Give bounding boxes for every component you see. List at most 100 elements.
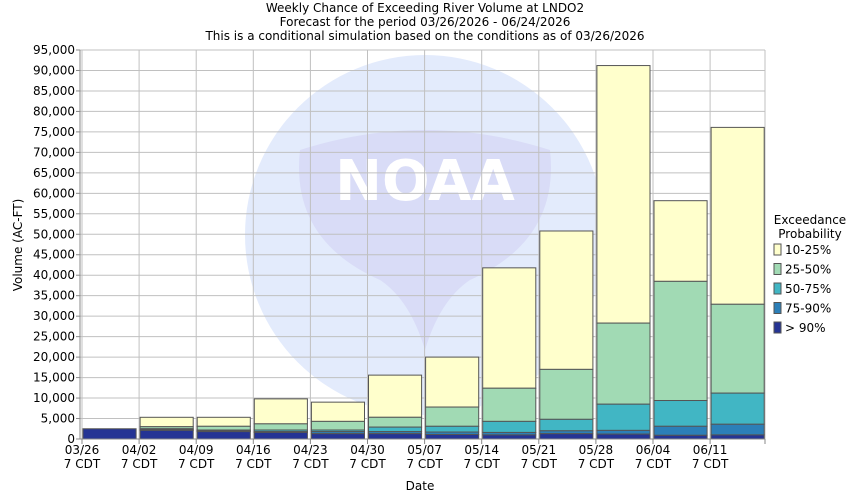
y-tick-label: 65,000	[33, 166, 75, 180]
bar-segment	[482, 420, 537, 433]
y-tick-label: 95,000	[33, 43, 75, 57]
bar-segment	[653, 425, 708, 436]
legend-entry: > 90%	[785, 321, 826, 335]
chart-title-line-2: Forecast for the period 03/26/2026 - 06/…	[280, 15, 571, 29]
x-tick-label: 04/16	[236, 443, 271, 457]
y-tick-label: 80,000	[33, 104, 75, 118]
y-tick-label: 50,000	[33, 227, 75, 241]
legend-title-line-2: Probability	[778, 227, 841, 241]
bar-segment	[368, 433, 423, 440]
bar-segment	[253, 423, 308, 431]
bar-segment	[368, 416, 423, 428]
x-axis-label: Date	[406, 479, 435, 493]
bar-segment	[653, 400, 708, 427]
x-tick-sublabel: 7 CDT	[635, 457, 672, 471]
y-tick-label: 45,000	[33, 248, 75, 262]
bar-segment	[539, 418, 594, 432]
y-axis-label: Volume (AC-FT)	[11, 199, 25, 292]
x-tick-label: 04/09	[179, 443, 214, 457]
bar-segment	[253, 398, 308, 425]
bar-segment	[596, 403, 651, 431]
legend-swatch	[773, 282, 782, 295]
bar-segment	[482, 387, 537, 422]
x-tick-label: 04/23	[293, 443, 328, 457]
bar-segment	[425, 433, 480, 440]
legend-entry: 10-25%	[785, 243, 831, 257]
bar-segment	[482, 434, 537, 440]
bar-segment	[82, 428, 137, 440]
y-tick-label: 15,000	[33, 371, 75, 385]
y-tick-label: 90,000	[33, 63, 75, 77]
x-tick-label: 04/02	[122, 443, 157, 457]
bar-segment	[425, 406, 480, 427]
legend-title-line-1: Exceedance	[774, 213, 846, 227]
bar-segment	[653, 434, 708, 440]
x-tick-sublabel: 7 CDT	[406, 457, 443, 471]
x-tick-sublabel: 7 CDT	[121, 457, 158, 471]
y-tick-label: 0	[67, 432, 75, 446]
chart-title-line-1: Weekly Chance of Exceeding River Volume …	[266, 1, 584, 15]
x-tick-sublabel: 7 CDT	[578, 457, 615, 471]
legend-entry: 50-75%	[785, 282, 831, 296]
bar-segment	[539, 230, 594, 370]
bar-segment	[653, 200, 708, 282]
x-tick-label: 05/14	[464, 443, 499, 457]
bar-segment	[539, 368, 594, 420]
bar-segment	[482, 267, 537, 389]
x-tick-sublabel: 7 CDT	[64, 457, 101, 471]
svg-text:NOAA: NOAA	[335, 149, 515, 214]
x-tick-sublabel: 7 CDT	[292, 457, 329, 471]
y-tick-label: 75,000	[33, 125, 75, 139]
bar-segment	[710, 126, 765, 305]
x-tick-label: 06/04	[636, 443, 671, 457]
x-tick-label: 05/28	[579, 443, 614, 457]
bar-segment	[710, 392, 765, 425]
y-tick-label: 40,000	[33, 268, 75, 282]
y-tick-label: 25,000	[33, 330, 75, 344]
legend-entry: 25-50%	[785, 263, 831, 277]
x-tick-sublabel: 7 CDT	[692, 457, 729, 471]
legend-entry: 75-90%	[785, 302, 831, 316]
x-tick-sublabel: 7 CDT	[521, 457, 558, 471]
y-tick-label: 55,000	[33, 207, 75, 221]
bar-segment	[196, 416, 251, 427]
bar-segment	[425, 425, 480, 433]
legend-swatch	[773, 263, 782, 275]
y-tick-label: 30,000	[33, 309, 75, 323]
x-tick-sublabel: 7 CDT	[235, 457, 272, 471]
bar-segment	[596, 433, 651, 440]
bar-segment	[710, 303, 765, 394]
bar-segment	[710, 434, 765, 440]
x-tick-label: 05/21	[522, 443, 557, 457]
bar-segment	[596, 429, 651, 435]
x-tick-sublabel: 7 CDT	[349, 457, 386, 471]
bar-segment	[653, 280, 708, 402]
bar-segment	[310, 401, 365, 422]
bar-segment	[310, 420, 365, 431]
x-tick-label: 04/30	[350, 443, 385, 457]
y-tick-label: 10,000	[33, 391, 75, 405]
bar-segment	[139, 416, 194, 428]
bar-segment	[539, 433, 594, 440]
legend-swatch	[773, 302, 782, 314]
x-tick-label: 05/07	[407, 443, 442, 457]
legend-swatch	[773, 243, 782, 256]
y-tick-label: 85,000	[33, 84, 75, 98]
bar-segment	[253, 431, 308, 440]
y-tick-label: 20,000	[33, 350, 75, 364]
bar-segment	[425, 356, 480, 408]
y-tick-label: 60,000	[33, 186, 75, 200]
bar-segment	[196, 431, 251, 440]
bar-segment	[596, 322, 651, 405]
y-tick-label: 70,000	[33, 145, 75, 159]
legend: Exceedance Probability 10-25% 25-50% 50-75…	[773, 213, 846, 335]
bar-segment	[710, 423, 765, 436]
x-tick-label: 03/26	[65, 443, 100, 457]
y-tick-label: 35,000	[33, 289, 75, 303]
bar-segment	[596, 65, 651, 324]
bar-segment	[368, 374, 423, 418]
bar-segment	[310, 433, 365, 440]
x-tick-sublabel: 7 CDT	[463, 457, 500, 471]
